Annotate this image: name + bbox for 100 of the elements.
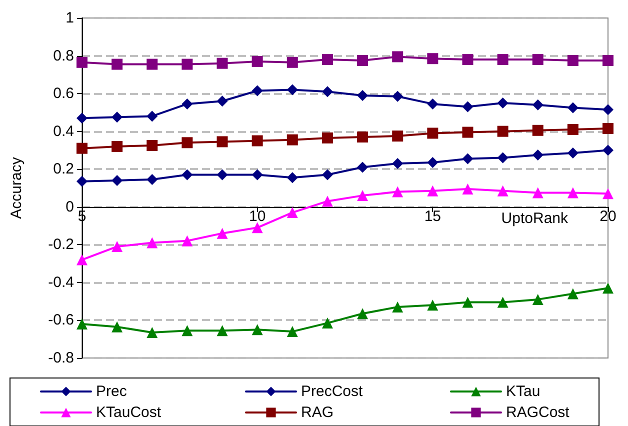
- point: [146, 110, 158, 122]
- point: [392, 302, 404, 312]
- point: [497, 185, 508, 196]
- legend-label: RAGCost: [506, 404, 570, 421]
- point: [462, 54, 474, 66]
- point: [532, 54, 544, 66]
- point: [602, 123, 614, 134]
- point: [497, 54, 508, 66]
- point: [497, 126, 508, 137]
- point: [216, 96, 228, 107]
- point: [112, 321, 123, 332]
- point: [76, 176, 88, 187]
- point: [76, 254, 88, 266]
- point: [76, 56, 88, 68]
- point: [286, 172, 298, 184]
- point: [146, 327, 158, 338]
- x-axis-title: UptoRank: [501, 210, 568, 227]
- point: [252, 135, 263, 146]
- point: [252, 169, 263, 180]
- point: [182, 169, 193, 180]
- point: [182, 98, 193, 110]
- point: [357, 90, 368, 101]
- point: [112, 112, 123, 123]
- point: [427, 157, 438, 168]
- point: [567, 187, 578, 198]
- point: [286, 134, 298, 146]
- y-tick-label: 0: [66, 198, 74, 216]
- y-tick-label: 0.8: [53, 47, 74, 64]
- point: [357, 55, 368, 66]
- point: [146, 140, 158, 151]
- point: [532, 294, 544, 305]
- point: [497, 152, 508, 164]
- point: [322, 169, 333, 180]
- point: [462, 126, 474, 138]
- point: [427, 53, 438, 64]
- point: [286, 326, 298, 338]
- point: [567, 288, 578, 300]
- point: [602, 55, 614, 66]
- point: [322, 54, 333, 66]
- point: [532, 187, 544, 198]
- point: [497, 296, 508, 308]
- point: [146, 58, 158, 70]
- y-tick-label: -0.2: [48, 236, 74, 254]
- point: [112, 140, 123, 152]
- point: [146, 174, 158, 185]
- y-tick-label: 0.6: [53, 85, 74, 102]
- point: [532, 124, 544, 136]
- point: [392, 130, 404, 142]
- point: [252, 222, 263, 234]
- point: [182, 137, 193, 148]
- point: [252, 56, 263, 67]
- point: [567, 102, 578, 114]
- point: [322, 86, 333, 98]
- point: [392, 158, 404, 169]
- y-tick-label: 0.2: [53, 160, 74, 178]
- point: [427, 300, 438, 311]
- point: [427, 185, 438, 196]
- point: [567, 124, 578, 135]
- point: [532, 149, 544, 160]
- point: [182, 58, 193, 70]
- point: [427, 98, 438, 110]
- point: [602, 188, 614, 200]
- point: [357, 132, 368, 142]
- point: [357, 308, 368, 320]
- point: [462, 101, 474, 112]
- point: [357, 162, 368, 173]
- point: [76, 318, 88, 330]
- point: [602, 144, 614, 156]
- point: [427, 128, 438, 139]
- point: [602, 282, 614, 294]
- point: [216, 58, 228, 69]
- y-tick-label: -0.4: [48, 274, 74, 291]
- point: [392, 51, 404, 62]
- point: [182, 325, 193, 336]
- point: [567, 148, 578, 159]
- point: [286, 56, 298, 68]
- legend-label: KTau: [506, 383, 540, 400]
- point: [497, 98, 508, 108]
- legend-label: KTauCost: [96, 404, 162, 421]
- point: [567, 55, 578, 66]
- legend-label: Prec: [96, 383, 128, 400]
- point: [602, 104, 614, 116]
- x-tick-label: 20: [600, 208, 616, 225]
- point: [392, 90, 404, 102]
- y-tick-label: 0.4: [53, 122, 74, 140]
- point: [357, 190, 368, 202]
- point: [286, 84, 298, 96]
- point: [216, 228, 228, 239]
- point: [112, 58, 123, 70]
- point: [112, 174, 123, 186]
- point: [392, 186, 404, 198]
- point: [112, 241, 123, 252]
- point: [462, 296, 474, 308]
- point: [286, 207, 298, 218]
- point: [322, 132, 333, 144]
- point: [216, 136, 228, 148]
- point: [252, 324, 263, 336]
- point: [462, 153, 474, 164]
- point: [322, 196, 333, 207]
- point: [216, 169, 228, 180]
